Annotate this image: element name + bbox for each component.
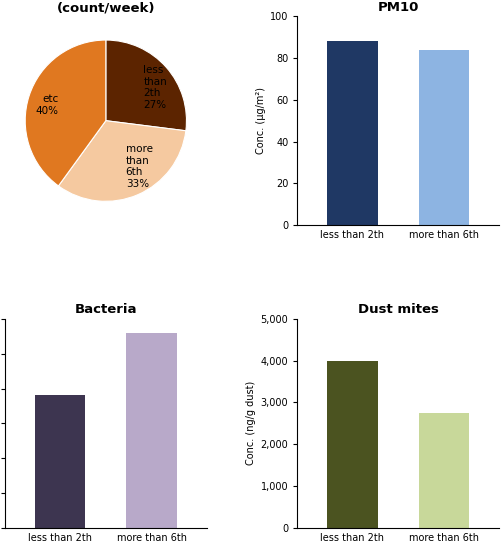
Text: less
than
2th
27%: less than 2th 27% (143, 65, 167, 110)
Title: Bacteria: Bacteria (75, 304, 137, 317)
Title: PM10: PM10 (377, 1, 419, 14)
Title: Dust mites: Dust mites (358, 304, 438, 317)
Title: Wash number
(count/week): Wash number (count/week) (54, 0, 157, 15)
Y-axis label: Conc. (ng/g dust): Conc. (ng/g dust) (246, 381, 257, 466)
Wedge shape (25, 40, 106, 186)
Y-axis label: Conc. (μg/m²): Conc. (μg/m²) (256, 87, 266, 154)
Bar (327, 41, 377, 225)
Bar (327, 361, 377, 528)
Bar (127, 333, 177, 528)
Text: etc
40%: etc 40% (35, 95, 58, 116)
Wedge shape (106, 40, 186, 131)
Bar (419, 413, 469, 528)
Bar (419, 50, 469, 225)
Text: more
than
6th
33%: more than 6th 33% (125, 144, 153, 189)
Bar (35, 395, 85, 528)
Wedge shape (58, 121, 186, 201)
